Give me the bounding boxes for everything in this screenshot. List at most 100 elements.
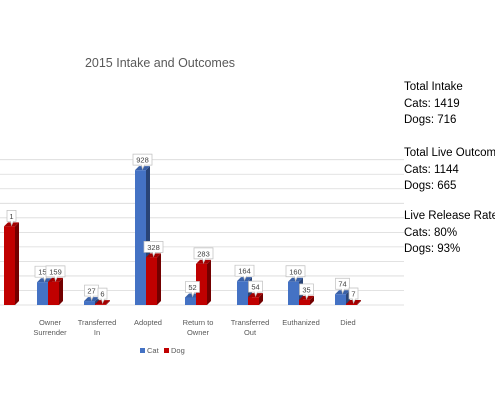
data-label-callout xyxy=(335,277,350,295)
bar-front xyxy=(146,257,157,305)
bar-front xyxy=(335,294,346,305)
bar-front xyxy=(196,263,207,305)
data-label-dog-2: 6 xyxy=(97,287,108,305)
category-label: Return to xyxy=(183,318,214,327)
total-intake-group: Total Intake Cats: 1419 Dogs: 716 xyxy=(404,79,463,129)
legend-label-cat: Cat xyxy=(147,346,160,355)
bar-side xyxy=(357,299,361,305)
data-label-text: 283 xyxy=(197,249,210,258)
live-outcomes-dogs: Dogs: 665 xyxy=(404,180,457,192)
bar-side xyxy=(259,293,263,305)
bar-front xyxy=(299,299,310,305)
legend-label-dog: Dog xyxy=(171,346,185,355)
data-label-text: 160 xyxy=(289,267,302,276)
total-intake-dogs: Dogs: 716 xyxy=(404,114,457,126)
bar-dog-1 xyxy=(48,277,63,305)
data-label-callout xyxy=(97,287,108,305)
data-label-callout xyxy=(285,265,306,282)
bar-front xyxy=(95,304,106,305)
data-label-callout xyxy=(45,265,66,282)
data-label-cat-4: 52 xyxy=(185,281,200,298)
bar-front xyxy=(48,281,59,305)
bar-dog-0 xyxy=(4,222,19,305)
category-label: Out xyxy=(244,328,257,337)
total-intake-cats: Cats: 1419 xyxy=(404,97,460,110)
bar-front xyxy=(4,226,15,305)
data-label-callout xyxy=(348,287,359,304)
data-label-callout xyxy=(132,153,153,171)
bar-front xyxy=(288,281,299,305)
data-label-callout xyxy=(234,264,255,282)
bar-front xyxy=(346,303,357,305)
chart-title: 2015 Intake and Outcomes xyxy=(85,56,235,70)
total-intake-heading: Total Intake xyxy=(404,81,463,93)
data-label-dog-5: 54 xyxy=(248,280,263,298)
bar-front xyxy=(37,282,48,305)
category-label: Transferred xyxy=(78,318,117,327)
data-label-text: 928 xyxy=(136,156,149,165)
category-label: Owner xyxy=(187,328,210,337)
data-label-cat-3: 928 xyxy=(132,153,153,171)
legend-swatch-cat xyxy=(140,348,145,353)
bar-front xyxy=(84,301,95,305)
category-label: Transferred xyxy=(231,318,270,327)
data-label-cat-5: 164 xyxy=(234,264,255,282)
data-label-callout xyxy=(193,247,214,264)
gridlines xyxy=(0,159,404,306)
bars xyxy=(4,166,361,305)
data-label-callout xyxy=(248,280,263,298)
legend-swatch-dog xyxy=(164,348,169,353)
category-label: Owner xyxy=(39,318,62,327)
live-release-heading: Live Release Rate xyxy=(404,210,495,222)
data-label-callout xyxy=(185,281,200,298)
bar-side xyxy=(207,259,211,305)
data-label-dog-0: 1 xyxy=(6,210,17,227)
data-label-dog-7: 7 xyxy=(348,287,359,304)
live-release-group: Live Release Rate Cats: 80% Dogs: 93% xyxy=(404,208,495,258)
data-label-dog-4: 283 xyxy=(193,247,214,264)
data-label-callout xyxy=(6,210,17,227)
live-release-cats: Cats: 80% xyxy=(404,226,458,239)
data-label-cat-2: 27 xyxy=(84,284,99,302)
data-label-callout xyxy=(299,283,314,300)
data-label-text: 52 xyxy=(188,283,196,292)
data-label-text: 328 xyxy=(147,243,160,252)
data-label-cat-7: 74 xyxy=(335,277,350,295)
data-label-text: 164 xyxy=(238,267,251,276)
legend: Cat Dog xyxy=(140,346,185,355)
category-label: Adopted xyxy=(134,318,162,327)
bar-side xyxy=(310,295,314,305)
bar-side xyxy=(157,253,161,305)
data-label-text: 35 xyxy=(302,285,310,294)
data-label-text: 54 xyxy=(251,283,259,292)
bar-dog-3 xyxy=(146,253,161,305)
data-label-callout xyxy=(143,240,164,258)
data-label-dog-3: 328 xyxy=(143,240,164,258)
data-label-text: 27 xyxy=(87,287,95,296)
live-outcomes-cats: Cats: 1144 xyxy=(404,163,459,176)
bar-side xyxy=(106,300,110,305)
category-label: Euthanized xyxy=(282,318,320,327)
bar-front xyxy=(237,281,248,305)
bar-side xyxy=(59,277,63,305)
bar-front xyxy=(185,297,196,305)
live-outcomes-group: Total Live Outcomes Cats: 1144 Dogs: 665 xyxy=(404,145,495,195)
category-label: In xyxy=(94,328,100,337)
data-label-text: 157 xyxy=(38,268,51,277)
data-label-dog-1: 159 xyxy=(45,265,66,282)
bar-front xyxy=(248,297,259,305)
data-label-text: 74 xyxy=(338,280,346,289)
bar-front xyxy=(135,170,146,305)
data-label-callout xyxy=(84,284,99,302)
data-label-dog-6: 35 xyxy=(299,283,314,300)
bar-side xyxy=(15,222,19,305)
category-label: Died xyxy=(340,318,355,327)
summary-stats: Total Intake Cats: 1419 Dogs: 716 Total … xyxy=(404,0,495,400)
data-label-text: 6 xyxy=(100,290,104,299)
data-label-text: 159 xyxy=(49,267,62,276)
data-label-text: 1 xyxy=(9,212,13,221)
live-outcomes-heading: Total Live Outcomes xyxy=(404,147,495,159)
